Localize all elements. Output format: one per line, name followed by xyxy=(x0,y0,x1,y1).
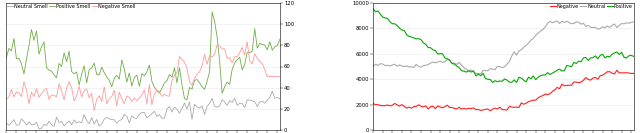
Negative xyxy=(627,73,635,74)
Neutral xyxy=(554,20,561,22)
Positive xyxy=(489,82,497,83)
Neutral Smell xyxy=(131,117,138,119)
Positive Smell xyxy=(3,57,10,58)
Line: Positive: Positive xyxy=(373,9,634,82)
Line: Neutral: Neutral xyxy=(373,21,634,74)
Negative xyxy=(618,72,625,74)
Negative Smell xyxy=(243,41,251,43)
Neutral xyxy=(492,69,499,70)
Line: Positive Smell: Positive Smell xyxy=(6,12,280,100)
Negative xyxy=(556,88,563,90)
Negative Smell xyxy=(3,98,10,100)
Negative xyxy=(486,110,494,112)
Neutral xyxy=(558,20,566,22)
Legend: Negative, Neutral, Positive: Negative, Neutral, Positive xyxy=(549,3,633,9)
Neutral xyxy=(499,67,506,68)
Neutral xyxy=(369,65,377,67)
Neutral xyxy=(618,23,625,24)
Positive xyxy=(446,59,454,61)
Neutral xyxy=(630,21,637,23)
Neutral Smell xyxy=(3,123,10,124)
Negative Smell xyxy=(273,76,281,77)
Line: Negative Smell: Negative Smell xyxy=(6,42,280,110)
Neutral Smell xyxy=(35,128,43,130)
Negative Smell xyxy=(138,94,146,96)
Positive xyxy=(499,80,506,82)
Neutral Smell xyxy=(138,112,146,113)
Neutral xyxy=(446,59,454,61)
Negative xyxy=(369,103,377,104)
Neutral Smell xyxy=(268,90,276,92)
Negative xyxy=(492,107,499,109)
Negative Smell xyxy=(264,76,271,77)
Negative Smell xyxy=(83,88,90,90)
Positive xyxy=(616,54,623,55)
Positive xyxy=(630,56,637,57)
Positive xyxy=(369,8,377,10)
Line: Neutral Smell: Neutral Smell xyxy=(6,91,280,129)
Positive Smell xyxy=(136,86,143,87)
Positive Smell xyxy=(276,39,284,40)
Neutral Smell xyxy=(198,105,206,107)
Positive Smell xyxy=(273,45,281,46)
Neutral xyxy=(627,21,635,23)
Positive Smell xyxy=(264,49,271,51)
Neutral Smell xyxy=(276,98,284,99)
Neutral xyxy=(477,73,484,75)
Negative xyxy=(446,107,454,108)
Positive Smell xyxy=(198,86,206,87)
Negative Smell xyxy=(131,97,138,99)
Positive xyxy=(492,80,499,82)
Neutral Smell xyxy=(85,123,93,124)
Negative xyxy=(613,69,621,71)
Negative Smell xyxy=(198,65,206,67)
Positive Smell xyxy=(208,11,216,13)
Positive Smell xyxy=(183,99,191,101)
Negative Smell xyxy=(90,110,98,111)
Negative xyxy=(499,109,506,110)
Positive Smell xyxy=(83,82,90,84)
Negative Smell xyxy=(276,76,284,77)
Line: Negative: Negative xyxy=(373,70,634,111)
Positive Smell xyxy=(128,85,136,87)
Negative xyxy=(630,73,637,74)
Positive xyxy=(556,68,563,70)
Positive xyxy=(625,55,633,57)
Legend: Neutral Smell, Positive Smell, Negative Smell: Neutral Smell, Positive Smell, Negative … xyxy=(7,3,136,9)
Neutral Smell xyxy=(261,102,269,104)
Neutral Smell xyxy=(273,97,281,98)
